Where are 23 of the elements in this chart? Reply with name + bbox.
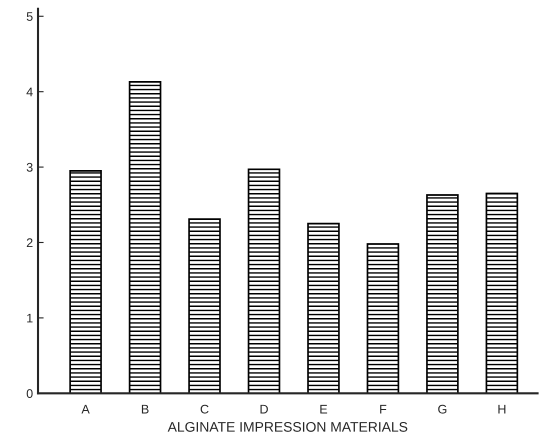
y-tick-label: 5: [26, 12, 33, 21]
bar: [69, 170, 102, 394]
bar: [486, 192, 518, 394]
x-tick-label: A: [81, 404, 90, 414]
y-tick-label: 1: [27, 314, 33, 322]
x-tick-label: H: [498, 404, 506, 414]
bar: [188, 218, 221, 394]
bar: [307, 222, 340, 394]
x-tick-label: E: [320, 404, 328, 414]
bar: [366, 243, 400, 394]
y-tick-label: 2: [26, 238, 33, 248]
x-tick-label: D: [260, 404, 268, 414]
x-tick-label: B: [142, 404, 149, 414]
y-tick-label: 3: [26, 162, 33, 172]
bar: [426, 194, 459, 394]
y-tick-label: 4: [26, 88, 33, 96]
x-tick-label: G: [438, 404, 446, 414]
bar: [248, 168, 280, 394]
x-axis-title: ALGINATE IMPRESSION MATERIALS: [168, 422, 408, 432]
x-tick-label: F: [380, 404, 386, 414]
bar: [128, 81, 162, 394]
x-tick-label: C: [200, 404, 209, 414]
y-tick-label: 0: [26, 389, 33, 398]
